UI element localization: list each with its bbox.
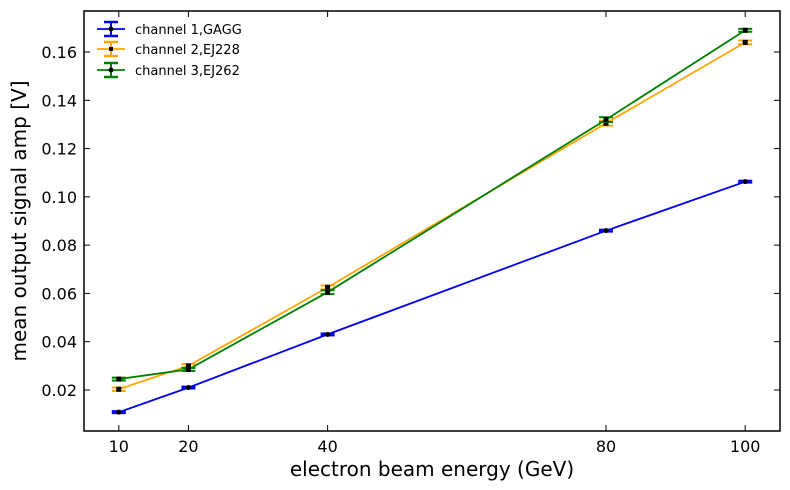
legend-item-2: channel 2,EJ228 [97, 40, 240, 58]
data-point-1-4 [742, 179, 748, 185]
legend: channel 1,GAGG channel 2,EJ228 channel 3… [97, 20, 242, 79]
y-axis: 0.02 0.04 0.06 0.08 0.10 0.12 0.14 0.16 [41, 43, 780, 400]
data-point-2-1 [185, 363, 191, 369]
legend-label-3: channel 3,EJ262 [135, 64, 240, 79]
data-point-3-0 [116, 376, 122, 382]
y-tick-label-0: 0.02 [41, 381, 77, 400]
data-point-3-2 [325, 289, 331, 295]
y-tick-label-7: 0.16 [41, 43, 77, 62]
data-point-1-1 [185, 385, 191, 391]
series-3 [111, 27, 753, 382]
data-point-1-0 [116, 409, 122, 415]
series-line-2 [118, 41, 746, 391]
series-line-3 [118, 29, 746, 380]
legend-marker-3 [108, 67, 114, 73]
plot-frame [83, 10, 781, 432]
legend-marker-2 [109, 47, 113, 51]
x-tick-label-4: 100 [730, 437, 761, 456]
x-tick-label-1: 20 [178, 437, 198, 456]
data-point-3-4 [742, 27, 748, 33]
data-point-2-3 [603, 120, 609, 126]
y-axis-title: mean output signal amp [V] [7, 81, 31, 362]
legend-item-3: channel 3,EJ262 [97, 61, 240, 79]
series-line-1 [118, 180, 746, 414]
series-2 [111, 39, 753, 392]
x-axis-title: electron beam energy (GeV) [290, 457, 574, 481]
legend-label-1: channel 1,GAGG [135, 23, 242, 38]
data-point-2-2 [325, 284, 331, 290]
y-tick-label-6: 0.14 [41, 91, 77, 110]
x-tick-label-3: 80 [596, 437, 616, 456]
legend-item-1: channel 1,GAGG [97, 20, 242, 38]
plot-area [83, 10, 781, 432]
y-tick-label-4: 0.10 [41, 188, 77, 207]
legend-marker-1 [108, 26, 114, 32]
y-tick-label-2: 0.06 [41, 284, 77, 303]
y-tick-label-5: 0.12 [41, 140, 77, 159]
x-tick-label-0: 10 [109, 437, 129, 456]
data-point-1-3 [603, 228, 609, 234]
series-layer [111, 27, 753, 415]
x-axis: 10 20 40 80 100 [109, 11, 761, 456]
legend-label-2: channel 2,EJ228 [135, 43, 240, 58]
data-point-3-1 [185, 366, 191, 372]
data-point-2-0 [116, 386, 122, 392]
data-point-2-4 [742, 39, 748, 45]
data-point-3-3 [603, 117, 609, 123]
x-tick-label-2: 40 [317, 437, 337, 456]
y-tick-label-1: 0.04 [41, 333, 77, 352]
data-point-1-2 [325, 331, 331, 337]
y-tick-label-3: 0.08 [41, 236, 77, 255]
series-1 [111, 179, 753, 415]
